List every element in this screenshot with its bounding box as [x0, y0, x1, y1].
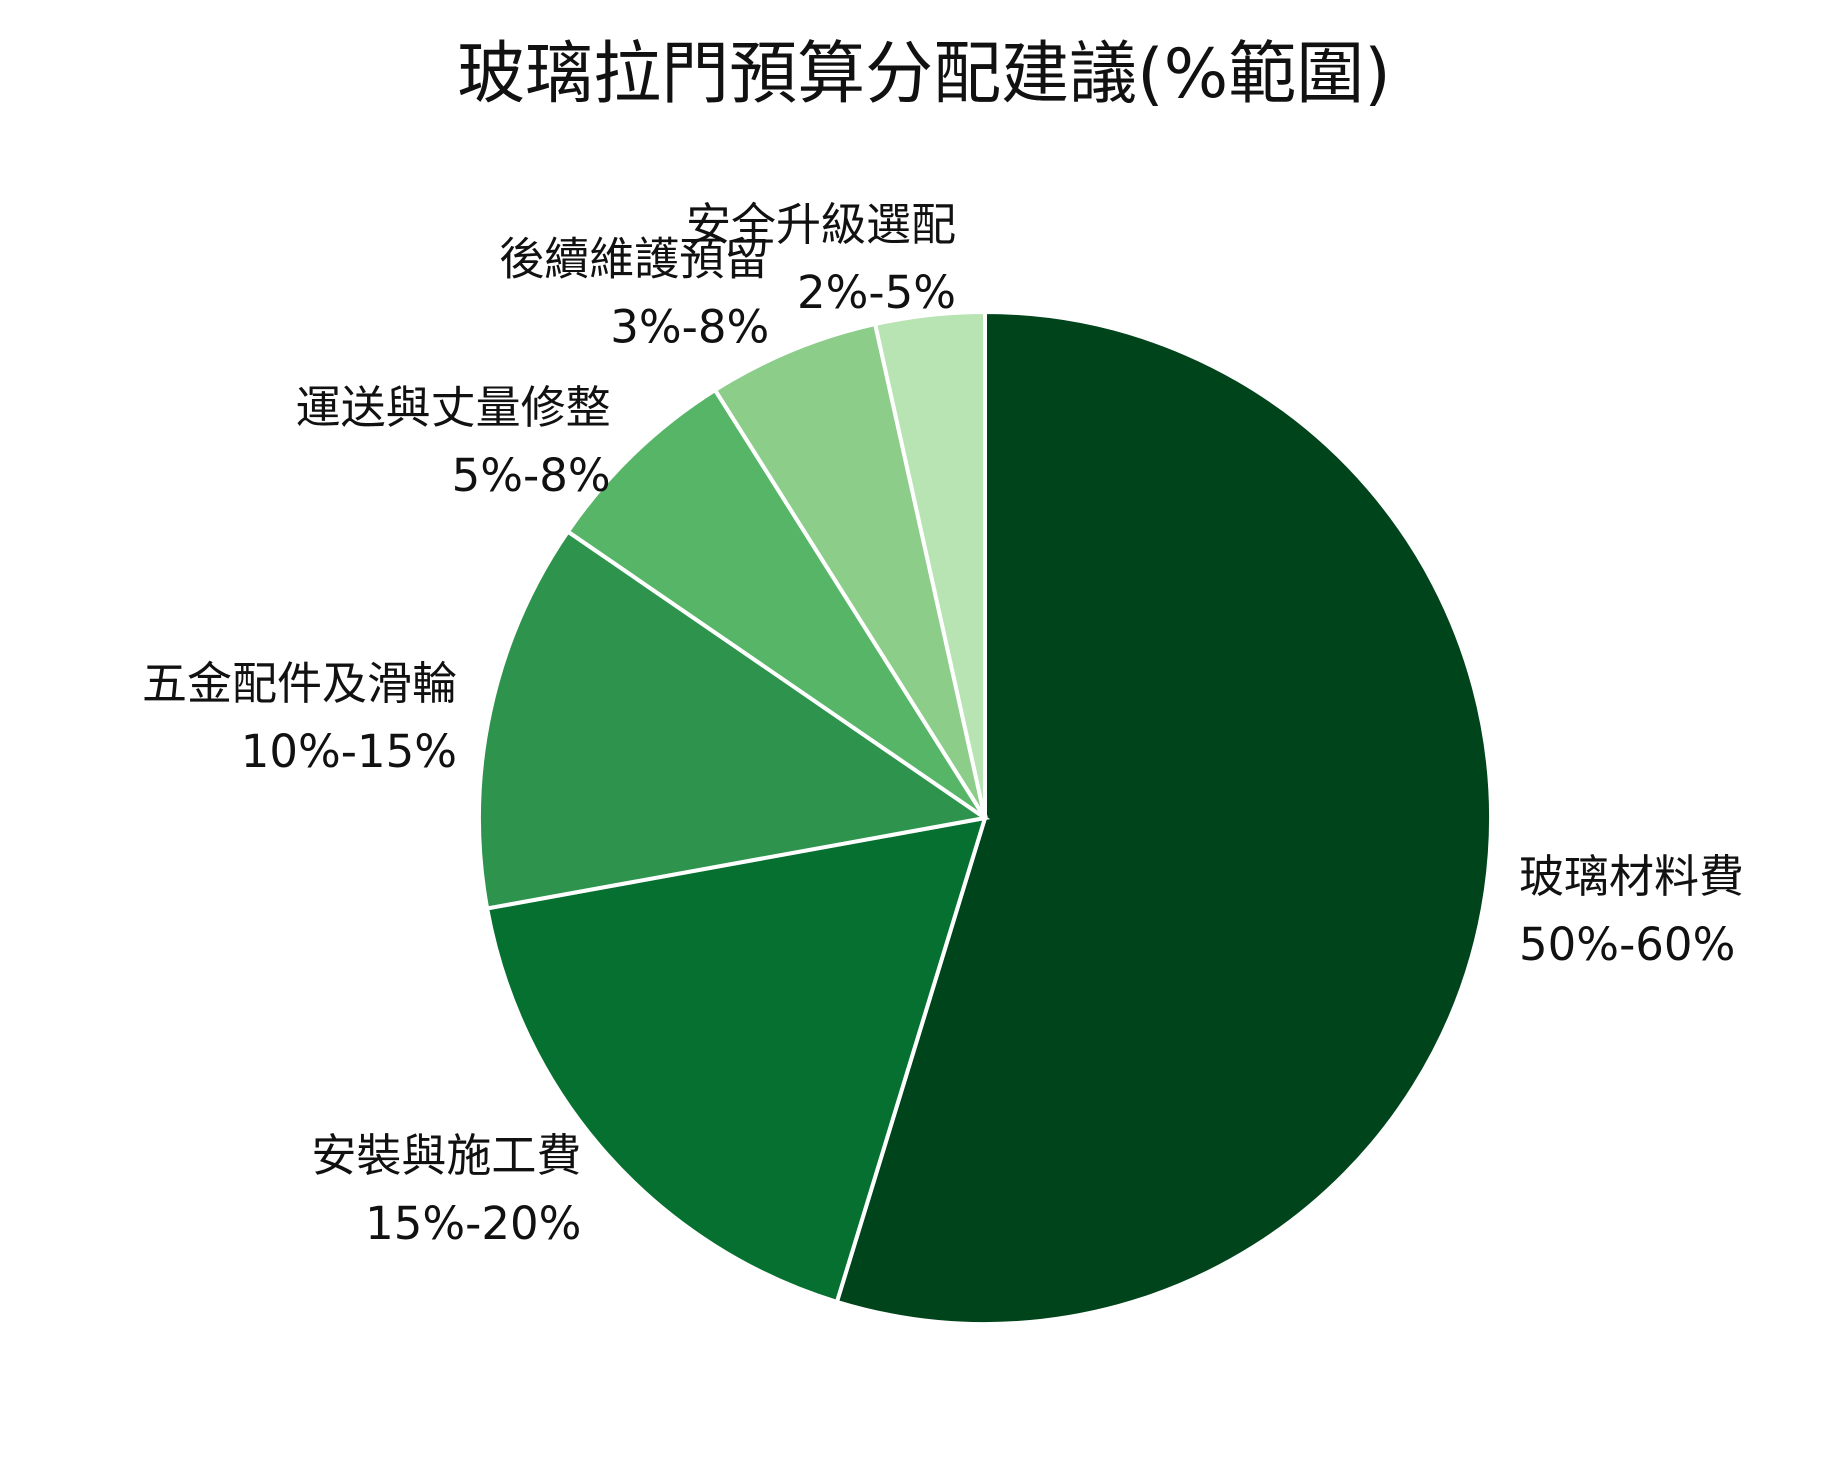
slice-label-name: 五金配件及滑輪 [142, 657, 457, 710]
slice-label-range: 50%-60% [1519, 918, 1735, 971]
slice-label-name: 安裝與施工費 [311, 1129, 581, 1182]
slice-label-name: 安全升級選配 [686, 198, 956, 251]
slice-label-range: 5%-8% [452, 449, 611, 502]
slice-label-name: 玻璃材料費 [1519, 850, 1744, 903]
pie-slice [565, 387, 987, 820]
slice-label-range: 10%-15% [241, 725, 457, 778]
pie-slice [712, 321, 987, 820]
pie-slice [872, 309, 987, 819]
pie-slice [484, 815, 988, 1305]
slice-label-range: 3%-8% [610, 301, 769, 354]
slice-label-range: 15%-20% [365, 1197, 581, 1250]
chart-title: 玻璃拉門預算分配建議(%範圍) [457, 35, 1391, 114]
pie-slice [834, 309, 1493, 1326]
slice-label-name: 後續維護預留 [499, 233, 769, 286]
slice-label-range: 2%-5% [797, 266, 956, 319]
pie-slice [477, 528, 991, 911]
slice-label-name: 運送與丈量修整 [296, 381, 611, 434]
